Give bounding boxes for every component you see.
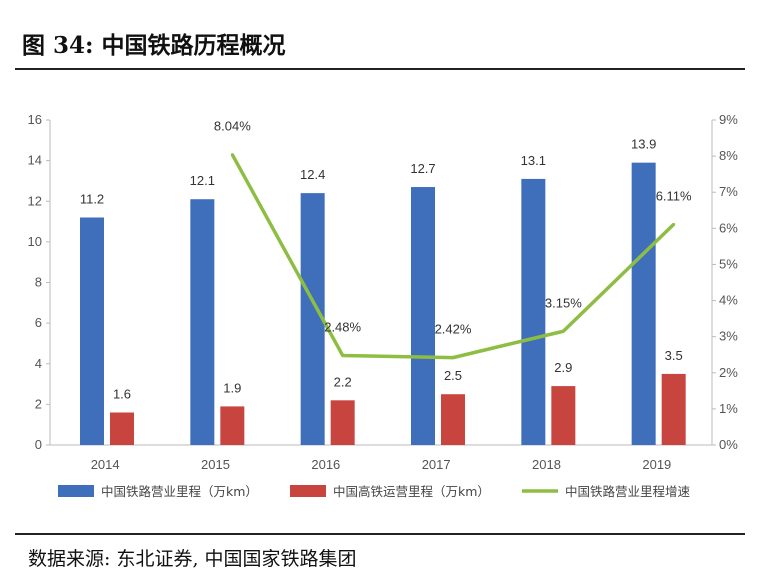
x-axis-tick-label: 2016 xyxy=(311,457,340,472)
right-axis-tick-label: 4% xyxy=(719,293,738,308)
line-data-label: 8.04% xyxy=(214,119,251,134)
left-axis-tick-label: 12 xyxy=(28,193,42,208)
bar-railway-mileage xyxy=(521,178,546,445)
right-axis-tick-label: 2% xyxy=(719,365,738,380)
bar-hsr-mileage xyxy=(330,400,355,445)
line-data-label: 2.48% xyxy=(324,319,361,334)
bar-data-label: 11.2 xyxy=(80,192,104,207)
bar-data-label: 12.7 xyxy=(410,161,435,176)
x-axis-tick-label: 2017 xyxy=(422,457,451,472)
bar-data-label: 12.4 xyxy=(300,167,325,182)
bar-railway-mileage xyxy=(190,199,215,445)
bar-railway-mileage xyxy=(80,217,104,445)
left-axis-tick-label: 16 xyxy=(28,112,42,127)
left-axis-tick-label: 6 xyxy=(35,315,42,330)
source-note: 数据来源: 东北证券, 中国国家铁路集团 xyxy=(28,548,357,570)
growth-rate-point xyxy=(672,222,676,226)
right-axis-tick-label: 9% xyxy=(719,112,738,127)
left-axis-tick-label: 10 xyxy=(28,234,42,249)
line-data-label: 3.15% xyxy=(545,295,582,310)
left-axis-tick-label: 14 xyxy=(28,153,42,168)
bar-hsr-mileage xyxy=(110,412,134,445)
growth-rate-point xyxy=(451,356,455,360)
x-axis-tick-label: 2018 xyxy=(532,457,561,472)
bar-hsr-mileage xyxy=(441,394,465,445)
left-axis-tick-label: 2 xyxy=(35,396,42,411)
bar-hsr-mileage xyxy=(220,406,245,445)
left-axis-tick-label: 8 xyxy=(35,275,42,290)
bar-hsr-mileage xyxy=(661,373,686,445)
bar-data-label: 2.2 xyxy=(334,374,352,389)
x-axis-tick-label: 2019 xyxy=(642,457,671,472)
right-axis-tick-label: 8% xyxy=(719,148,738,163)
bar-data-label: 1.9 xyxy=(223,380,241,395)
right-axis-tick-label: 1% xyxy=(719,401,738,416)
left-axis-tick-label: 4 xyxy=(35,356,42,371)
growth-rate-point xyxy=(341,353,345,357)
bar-data-label: 13.9 xyxy=(631,137,656,152)
x-axis-tick-label: 2014 xyxy=(91,457,120,472)
legend-label: 中国铁路营业里程增速 xyxy=(565,484,691,499)
right-axis-tick-label: 5% xyxy=(719,256,738,271)
bar-hsr-mileage xyxy=(551,386,576,445)
line-data-label: 2.42% xyxy=(435,322,472,337)
x-axis-tick-label: 2015 xyxy=(201,457,230,472)
bar-railway-mileage xyxy=(411,187,435,445)
bar-data-label: 12.1 xyxy=(190,173,215,188)
growth-rate-point xyxy=(561,329,565,333)
legend-swatch xyxy=(58,485,94,497)
growth-rate-point xyxy=(230,153,234,157)
right-axis-tick-label: 6% xyxy=(719,220,738,235)
bar-data-label: 2.9 xyxy=(554,360,572,375)
bar-railway-mileage xyxy=(631,162,656,445)
legend-label: 中国铁路营业里程（万km） xyxy=(101,484,258,499)
bar-data-label: 3.5 xyxy=(665,348,683,363)
right-axis-tick-label: 0% xyxy=(719,437,738,452)
line-data-label: 6.11% xyxy=(656,188,692,203)
right-axis-tick-label: 3% xyxy=(719,329,738,344)
bar-data-label: 2.5 xyxy=(444,368,462,383)
left-axis-tick-label: 0 xyxy=(35,437,42,452)
top-rule xyxy=(15,68,745,70)
bottom-rule xyxy=(15,533,745,535)
legend-label: 中国高铁运营里程（万km） xyxy=(333,484,490,499)
bar-railway-mileage xyxy=(300,193,325,445)
legend-swatch xyxy=(290,485,326,497)
bar-data-label: 1.6 xyxy=(113,387,131,402)
figure-title: 图 34: 中国铁路历程概况 xyxy=(22,32,286,59)
right-axis-tick-label: 7% xyxy=(719,184,738,199)
bar-data-label: 13.1 xyxy=(521,153,546,168)
